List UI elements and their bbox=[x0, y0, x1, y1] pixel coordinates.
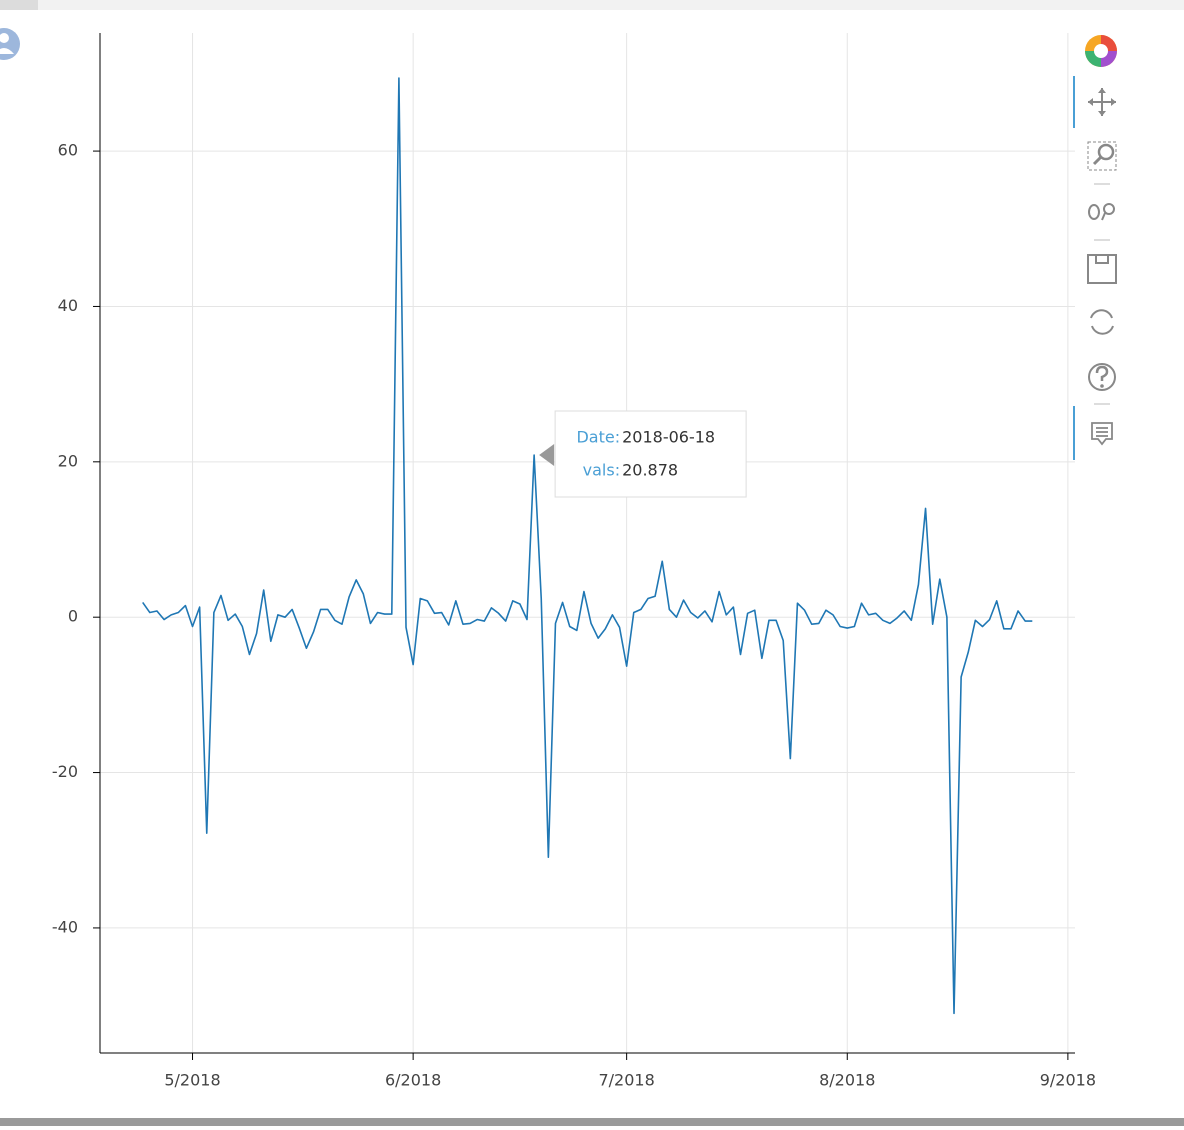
plot-area bbox=[142, 77, 1033, 1015]
top-tab bbox=[0, 0, 38, 10]
top-bar bbox=[0, 0, 1184, 10]
x-tick-label: 6/2018 bbox=[385, 1071, 441, 1090]
toolbar bbox=[1073, 35, 1117, 460]
help-tool[interactable] bbox=[1088, 363, 1116, 391]
x-tick-label: 5/2018 bbox=[164, 1071, 220, 1090]
tooltip-arrow bbox=[539, 443, 555, 466]
tooltip-label: Date: bbox=[576, 427, 620, 446]
active-indicator bbox=[1073, 406, 1075, 460]
tooltip-value: 2018-06-18 bbox=[622, 427, 715, 446]
y-tick-label: 0 bbox=[68, 607, 78, 626]
hover-tool[interactable] bbox=[1091, 422, 1113, 446]
y-tick-label: 60 bbox=[58, 141, 78, 160]
save-tool[interactable] bbox=[1087, 254, 1117, 284]
x-tick-label: 7/2018 bbox=[598, 1071, 654, 1090]
y-tick-label: -20 bbox=[52, 762, 78, 781]
box-zoom-tool[interactable] bbox=[1087, 141, 1117, 171]
active-indicator bbox=[1073, 76, 1075, 128]
pan-tool[interactable] bbox=[1088, 88, 1116, 116]
bokeh-logo[interactable] bbox=[1085, 35, 1117, 67]
y-tick-label: 20 bbox=[58, 451, 78, 470]
tooltip-value: 20.878 bbox=[622, 460, 678, 479]
tooltip: Date: 2018-06-18 vals: 20.878 bbox=[539, 410, 747, 498]
tooltip-box bbox=[554, 410, 747, 498]
tooltip-label: vals: bbox=[583, 460, 620, 479]
bottom-bar bbox=[0, 1118, 1184, 1126]
grid bbox=[100, 33, 1075, 1053]
y-tick-label: -40 bbox=[52, 917, 78, 936]
line-series bbox=[142, 77, 1033, 1015]
wheel-zoom-tool[interactable] bbox=[1088, 203, 1115, 221]
x-tick-label: 9/2018 bbox=[1040, 1071, 1096, 1090]
reset-tool[interactable] bbox=[1090, 309, 1114, 335]
avatar bbox=[0, 28, 20, 60]
x-tick-label: 8/2018 bbox=[819, 1071, 875, 1090]
y-tick-label: 40 bbox=[58, 296, 78, 315]
